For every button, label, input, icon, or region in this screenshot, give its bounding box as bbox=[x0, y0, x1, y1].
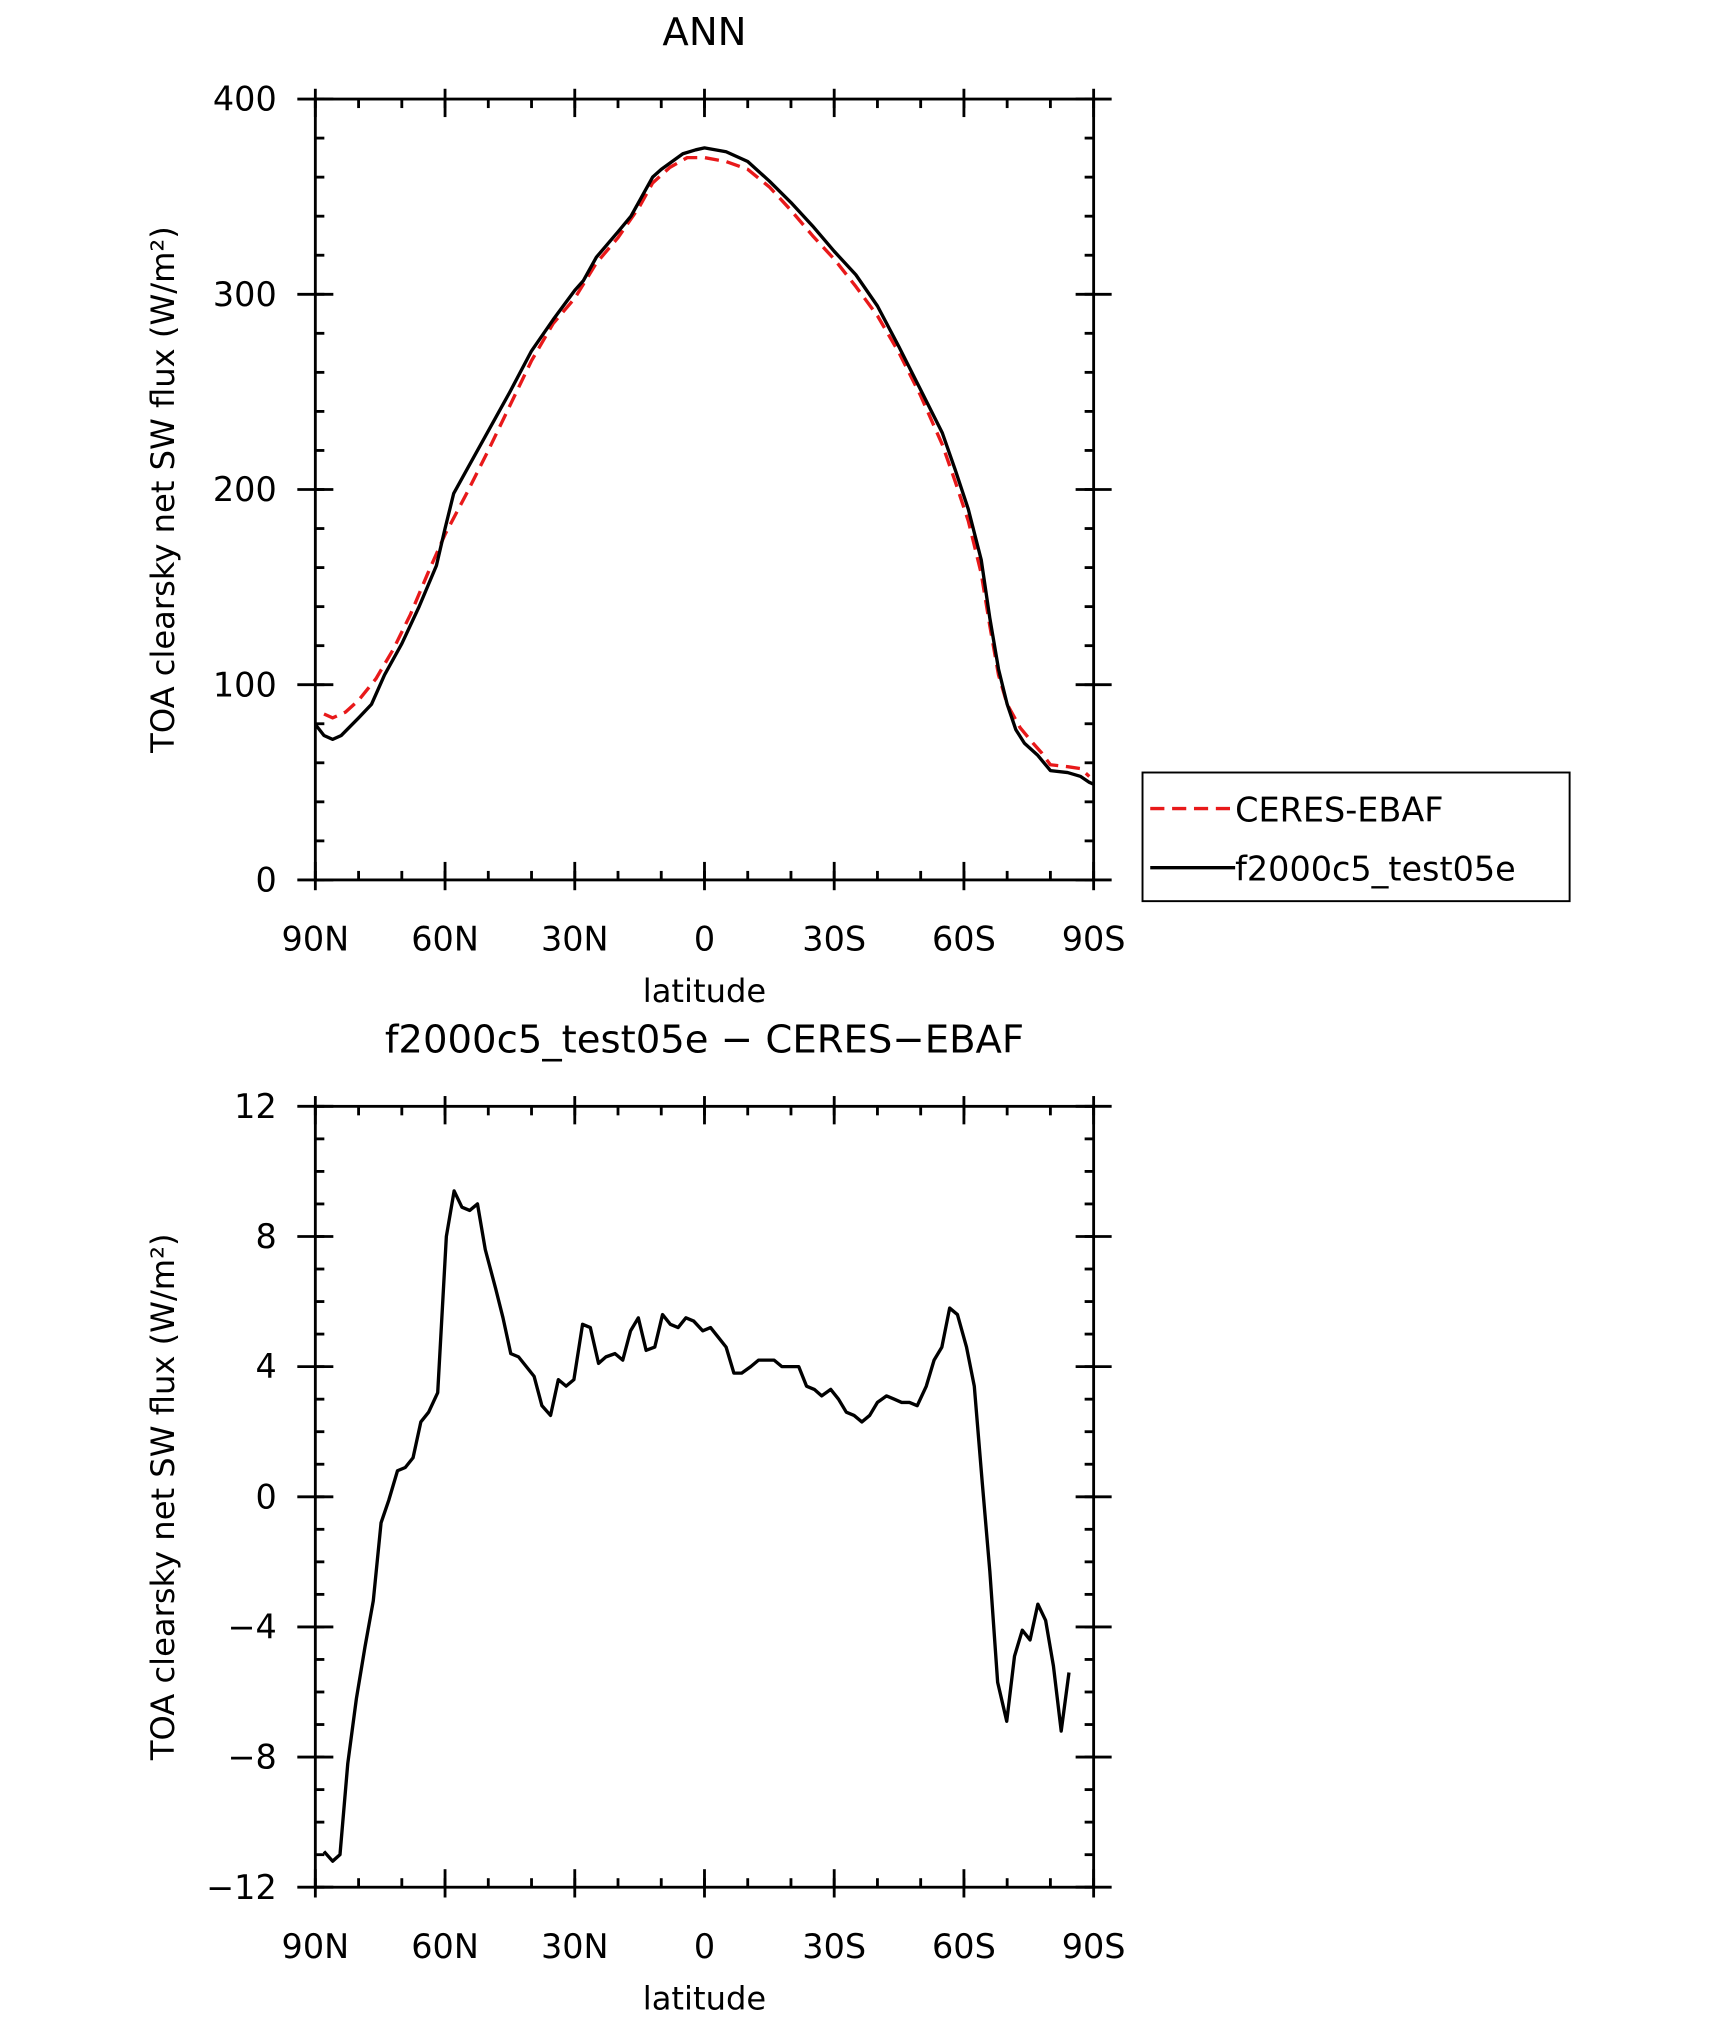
x-tick-label: 90S bbox=[1062, 1927, 1126, 1966]
y-tick-label: 100 bbox=[213, 665, 277, 704]
chart-title: f2000c5_test05e − CERES−EBAF bbox=[385, 1017, 1024, 1062]
x-tick-label: 0 bbox=[694, 920, 715, 959]
y-tick-label: 400 bbox=[213, 80, 277, 119]
y-tick-label: −4 bbox=[227, 1607, 276, 1646]
y-tick-label: 12 bbox=[234, 1087, 277, 1126]
x-tick-label: 30S bbox=[802, 920, 866, 959]
y-tick-label: 300 bbox=[213, 275, 277, 314]
y-tick-label: −12 bbox=[206, 1868, 277, 1907]
x-axis-label: latitude bbox=[643, 1979, 766, 2017]
x-tick-label: 90S bbox=[1062, 920, 1126, 959]
x-tick-label: 60S bbox=[932, 1927, 996, 1966]
x-tick-label: 0 bbox=[694, 1927, 715, 1966]
y-tick-label: −8 bbox=[227, 1738, 276, 1777]
x-axis-label: latitude bbox=[643, 972, 766, 1010]
legend-box bbox=[1141, 771, 1571, 903]
legend-label: CERES-EBAF bbox=[1235, 790, 1443, 829]
plot-frame bbox=[313, 97, 1096, 882]
data-line bbox=[322, 1189, 1071, 1863]
plot-frame bbox=[313, 1104, 1096, 1889]
y-tick-label: 8 bbox=[255, 1217, 276, 1256]
y-tick-label: 200 bbox=[213, 470, 277, 509]
y-axis-label: TOA clearsky net SW flux (W/m²) bbox=[144, 226, 182, 754]
legend: CERES-EBAF f2000c5_test05e bbox=[1141, 771, 1571, 903]
chart-title: ANN bbox=[662, 10, 746, 55]
x-tick-label: 90N bbox=[282, 1927, 350, 1966]
y-axis-label: TOA clearsky net SW flux (W/m²) bbox=[144, 1233, 182, 1761]
data-line bbox=[323, 155, 1091, 778]
data-line bbox=[314, 146, 1095, 786]
y-tick-label: 0 bbox=[255, 861, 276, 900]
x-tick-label: 60S bbox=[932, 920, 996, 959]
x-tick-label: 30N bbox=[541, 920, 609, 959]
legend-label: f2000c5_test05e bbox=[1235, 850, 1516, 889]
y-tick-label: 0 bbox=[255, 1477, 276, 1516]
x-tick-label: 30N bbox=[541, 1927, 609, 1966]
x-tick-label: 60N bbox=[411, 920, 479, 959]
x-tick-label: 60N bbox=[411, 1927, 479, 1966]
x-tick-label: 30S bbox=[802, 1927, 866, 1966]
x-tick-label: 90N bbox=[282, 920, 350, 959]
y-tick-label: 4 bbox=[255, 1347, 276, 1386]
